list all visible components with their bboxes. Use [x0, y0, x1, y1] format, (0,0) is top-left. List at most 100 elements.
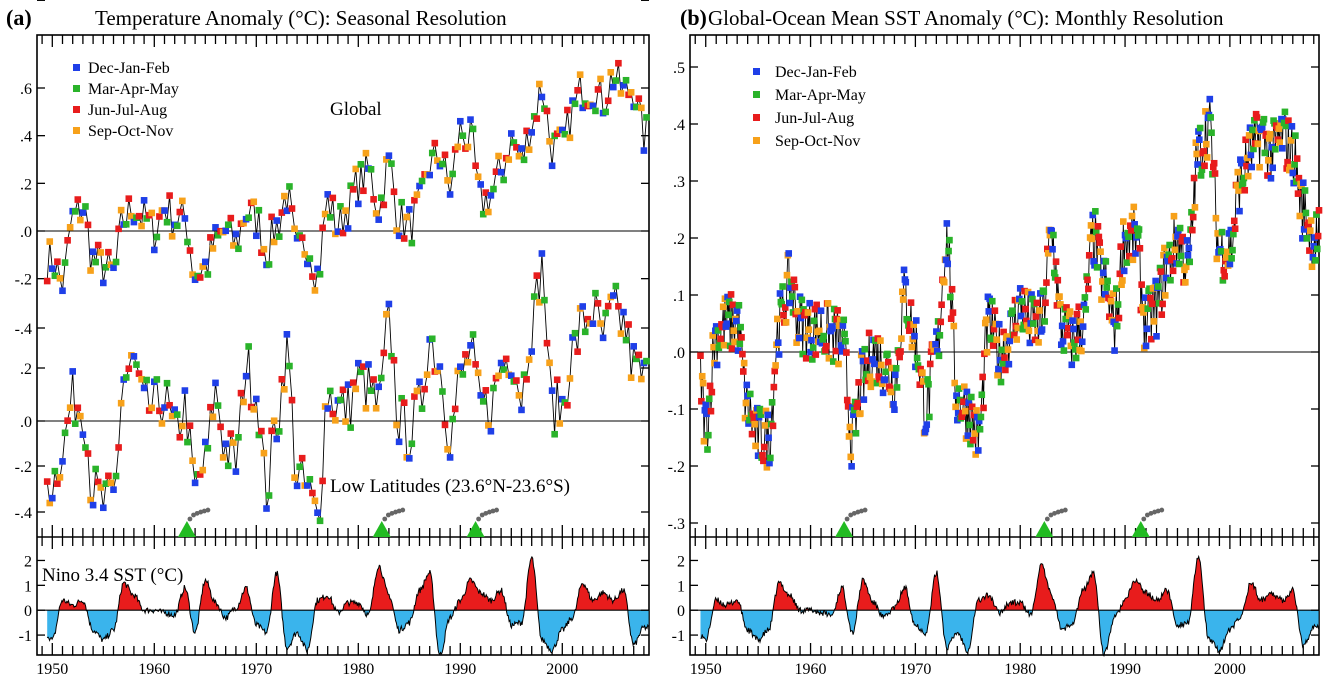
- sst-series-point: [835, 360, 842, 368]
- sst-series-point: [995, 365, 1002, 373]
- panel-b-x-tick-label: 1980: [1004, 661, 1036, 677]
- low-lat-series-point: [171, 406, 178, 413]
- sst-series-point: [1230, 230, 1237, 238]
- sst-series-point: [1019, 325, 1027, 333]
- sst-series-point: [705, 431, 712, 439]
- low-lat-series-point: [281, 386, 288, 393]
- sst-series-point: [884, 350, 891, 358]
- low-lat-series-point: [212, 379, 219, 387]
- sst-series-point: [859, 357, 867, 365]
- global-series-point: [518, 145, 525, 152]
- sst-series-point: [1124, 229, 1131, 237]
- sst-series-point: [1228, 255, 1235, 262]
- sst-series-point: [774, 315, 781, 323]
- panel-b-eruption-plume-dot: [1159, 507, 1165, 513]
- sst-series-point: [845, 433, 853, 440]
- panel-b-enso-line: [700, 554, 1320, 657]
- global-series-point: [477, 181, 484, 188]
- sst-series-point: [1113, 322, 1121, 330]
- sst-series-point: [846, 423, 854, 431]
- low-lat-series-point: [502, 355, 510, 363]
- sst-series-point: [1017, 312, 1025, 320]
- global-series-point: [117, 206, 125, 214]
- sst-series-point: [922, 425, 930, 433]
- sst-series-point: [1170, 212, 1178, 220]
- global-series-point: [189, 271, 196, 278]
- sst-series-point: [1314, 232, 1322, 240]
- sst-series-point: [719, 303, 727, 311]
- panel-b-eruption-plume-dot: [1141, 516, 1147, 522]
- sst-series-point: [1103, 284, 1111, 291]
- sst-series-point: [1123, 259, 1131, 266]
- sst-series-point: [740, 359, 748, 367]
- sst-series-point: [1048, 227, 1055, 235]
- low-lat-series-point: [166, 401, 173, 409]
- sst-series-point: [788, 293, 796, 300]
- low-lat-series-point: [298, 454, 306, 462]
- sst-series-point: [1206, 95, 1214, 103]
- sst-series-point: [1167, 276, 1174, 284]
- sst-series-point: [1087, 222, 1095, 229]
- global-series-point: [525, 146, 533, 153]
- sst-series-point: [743, 381, 751, 389]
- sst-series-point: [1135, 226, 1143, 233]
- global-series-point: [281, 192, 288, 200]
- low-lat-series-point: [296, 463, 303, 471]
- sst-series-point: [898, 288, 906, 296]
- global-series-point: [250, 198, 258, 206]
- sst-series-point: [974, 447, 982, 454]
- global-series-point: [597, 75, 604, 83]
- global-series-point: [457, 117, 464, 125]
- sst-series-point: [1223, 248, 1231, 256]
- sst-series-point: [1093, 264, 1101, 271]
- global-series-point: [508, 130, 515, 137]
- sst-series-point: [993, 336, 1000, 343]
- sst-series-point: [1080, 301, 1088, 309]
- low-lat-series-point: [385, 300, 393, 308]
- sst-series-point: [802, 355, 810, 362]
- low-lat-series-point: [140, 384, 148, 392]
- sst-series-point: [781, 304, 789, 311]
- sst-series-point: [1125, 233, 1132, 241]
- low-lat-series-point: [242, 372, 250, 380]
- low-lat-series-point: [525, 356, 533, 363]
- sst-series-point: [1053, 302, 1061, 309]
- sst-series-point: [1292, 178, 1300, 185]
- sst-series-point: [866, 373, 874, 381]
- low-lat-series-point: [260, 449, 268, 457]
- low-lat-series-point: [418, 405, 426, 412]
- global-series-point: [298, 234, 306, 241]
- sst-y-tick-label: .0: [673, 345, 685, 362]
- panel-a-eruption-plume-dot: [476, 516, 481, 522]
- low-lat-series-point: [441, 421, 449, 429]
- sst-series-point: [966, 421, 973, 429]
- global-series-point: [130, 218, 138, 226]
- sst-series-point: [725, 311, 732, 319]
- panel-b-eruption-plume-dot: [848, 512, 854, 518]
- sst-series-point: [946, 236, 953, 244]
- sst-series-point: [1153, 333, 1160, 340]
- low-lat-series-point: [92, 465, 99, 473]
- panel-b-eruption-plume-dot: [1155, 508, 1161, 514]
- low-lat-series-point: [474, 369, 482, 377]
- sst-series-point: [745, 420, 752, 427]
- sst-series-point: [1235, 187, 1242, 194]
- low-lat-series-point: [388, 352, 395, 360]
- sst-series-point: [1306, 247, 1313, 254]
- sst-series-point: [995, 320, 1003, 328]
- low-lat-series-point: [523, 376, 530, 383]
- panel-a-eruption-plume-dot: [201, 508, 207, 514]
- sst-series-point: [945, 247, 952, 255]
- low-lat-series-point: [416, 378, 423, 386]
- low-lat-y-tick-label: -.4: [15, 0, 32, 4]
- global-series-point: [390, 188, 398, 196]
- global-series-point: [413, 191, 421, 198]
- panel-a-x-tick-label: 1990: [444, 661, 476, 677]
- global-series-point: [54, 258, 61, 265]
- low-lat-series-point: [457, 363, 464, 371]
- sst-series-point: [1098, 296, 1105, 303]
- low-lat-series-point: [199, 466, 207, 474]
- low-lat-y-tick-label: .4: [20, 0, 32, 4]
- global-series-point: [278, 209, 286, 216]
- sst-series-point: [1152, 277, 1159, 285]
